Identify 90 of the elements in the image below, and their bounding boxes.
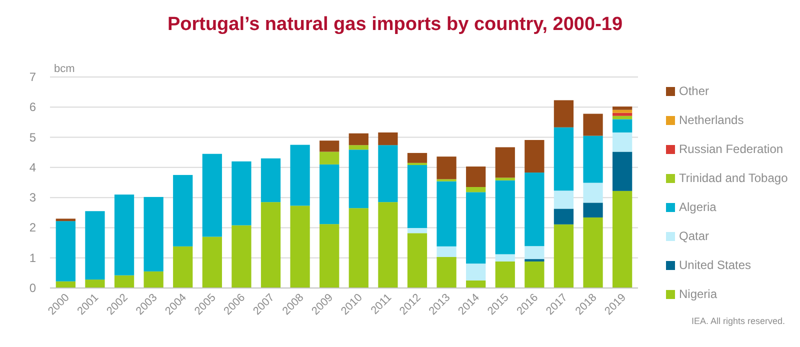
bar	[348, 150, 368, 208]
legend-label: Russian Federation	[679, 142, 784, 156]
bar	[202, 236, 222, 288]
legend-label: United States	[679, 258, 752, 272]
bar	[378, 132, 398, 146]
bar	[554, 100, 574, 128]
bar	[583, 217, 603, 288]
bar	[524, 246, 544, 260]
y-tick-label: 4	[29, 160, 36, 174]
bar	[612, 152, 632, 191]
text: IEA. All rights reserved.	[691, 316, 785, 326]
bar	[524, 261, 544, 288]
bar	[554, 190, 574, 209]
bar	[290, 144, 310, 206]
bar	[466, 192, 486, 264]
y-tick-label: 1	[29, 250, 36, 265]
bar	[407, 162, 428, 166]
bar	[378, 202, 398, 288]
bar	[407, 228, 428, 234]
chart-title: Portugal’s natural gas imports by country, 2000-19	[167, 14, 623, 35]
bar	[554, 224, 574, 288]
bar	[56, 281, 76, 288]
bar	[202, 154, 222, 237]
y-tick-label: 7	[29, 70, 36, 84]
bar	[466, 166, 486, 188]
y-axis-title: bcm	[54, 63, 75, 75]
bar	[114, 275, 134, 288]
bar	[320, 140, 340, 152]
legend-label: Nigeria	[679, 287, 718, 301]
y-tick-label: 5	[29, 130, 36, 144]
bar	[144, 271, 164, 288]
bar	[114, 194, 134, 276]
bar	[320, 152, 340, 164]
y-tick-label: 6	[29, 100, 36, 114]
bar	[583, 114, 603, 136]
bar	[348, 208, 368, 288]
bar	[495, 180, 515, 254]
bar	[407, 165, 428, 228]
bar	[612, 112, 632, 116]
bar	[320, 224, 340, 288]
bar	[56, 218, 76, 222]
bar	[495, 178, 515, 180]
bar	[554, 208, 574, 224]
bar	[524, 140, 544, 173]
bar	[260, 202, 281, 288]
bar	[56, 221, 76, 282]
bar	[583, 136, 603, 183]
y-tick-label: 3	[29, 190, 36, 205]
bar	[612, 106, 632, 110]
legend-label: Algeria	[679, 200, 717, 214]
bar	[436, 246, 456, 257]
bar	[495, 254, 515, 262]
bar	[436, 181, 456, 246]
bar	[173, 174, 193, 246]
bar	[85, 211, 105, 280]
y-tick-label: 0	[29, 281, 36, 295]
legend-label: Trinidad and Tobago	[679, 171, 788, 185]
bar	[260, 158, 281, 202]
bar	[466, 264, 486, 280]
bar	[554, 127, 574, 191]
bar	[583, 182, 603, 203]
bar	[436, 156, 456, 180]
bar	[407, 233, 428, 288]
bar	[612, 190, 632, 288]
bar	[85, 280, 105, 288]
bar	[612, 132, 632, 152]
bar	[495, 261, 515, 288]
bar	[348, 133, 368, 146]
legend-label: Other	[679, 84, 710, 98]
bar	[290, 206, 310, 288]
bar	[436, 256, 456, 288]
bar	[612, 116, 632, 120]
bar	[144, 196, 164, 272]
y-tick-label: 2	[29, 220, 36, 235]
bar	[583, 202, 603, 218]
bar	[524, 172, 544, 246]
bar	[407, 152, 428, 163]
legend-label: Netherlands	[679, 113, 744, 127]
bar	[378, 145, 398, 202]
bar	[466, 280, 486, 288]
bar	[612, 110, 632, 113]
bar	[232, 225, 252, 288]
bar	[612, 119, 632, 132]
legend-label: Qatar	[679, 229, 710, 243]
bar	[232, 161, 252, 226]
bar	[320, 164, 340, 224]
bar	[495, 147, 515, 178]
bar	[348, 145, 368, 150]
bar	[466, 187, 486, 192]
bar	[173, 246, 193, 288]
